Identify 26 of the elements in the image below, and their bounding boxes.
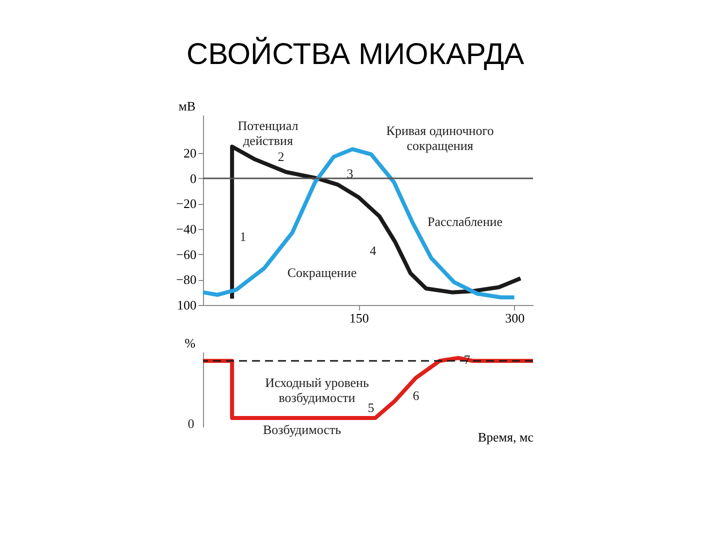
chart-title: СВОЙСТВА МИОКАРДА [186, 36, 524, 71]
x-tick-label: 150 [349, 310, 369, 326]
y-tick-label: 20 [184, 146, 196, 160]
annotation: Кривая одиночного сокращения [386, 123, 494, 153]
annotation: Исходный уровень возбудимости [265, 375, 369, 405]
annotation: 4 [370, 243, 377, 258]
y-tick-label: −60 [176, 246, 196, 262]
y-axis-title: % [184, 336, 196, 350]
annotation: 2 [278, 149, 284, 164]
y-tick-label: 100 [177, 298, 196, 312]
annotation: 7 [464, 352, 471, 367]
annotation: Потенциал действия [238, 118, 299, 148]
annotation: 3 [346, 166, 354, 181]
annotation: Расслабление [427, 214, 503, 229]
y-tick-label: −20 [176, 196, 196, 212]
annotation: 1 [240, 229, 246, 244]
annotation: Сокращение [287, 265, 357, 280]
y-axis-title: мВ [178, 98, 196, 114]
y-tick-label: −40 [176, 222, 196, 236]
annotation: 6 [412, 388, 420, 403]
annotation: 5 [368, 400, 374, 415]
x-axis-title: Время, мс [478, 430, 534, 444]
y-tick-label: 0 [190, 170, 196, 186]
x-tick-label: 300 [505, 310, 525, 326]
text: Возбудимость [262, 422, 342, 437]
y-tick-label: −80 [176, 272, 196, 288]
